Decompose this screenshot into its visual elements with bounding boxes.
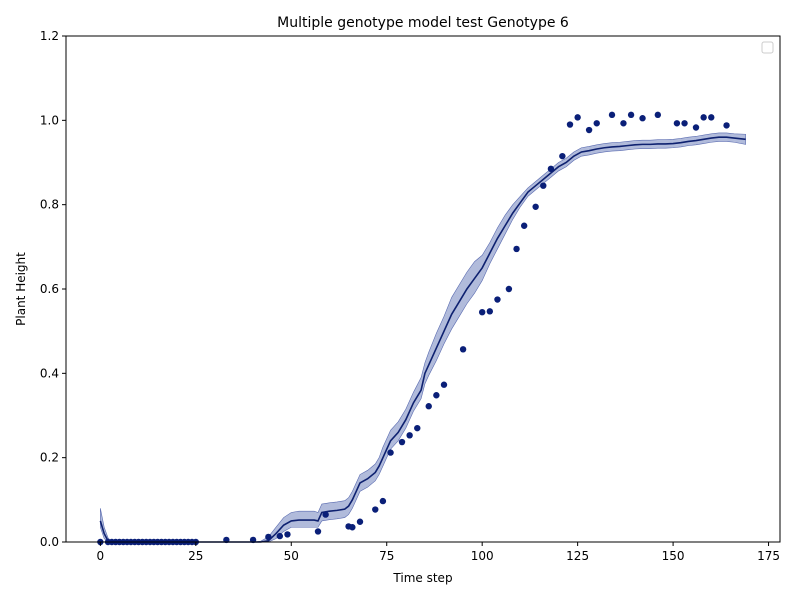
data-point	[387, 449, 394, 456]
x-tick-label: 75	[379, 549, 394, 563]
x-tick-label: 175	[757, 549, 780, 563]
data-point	[620, 120, 627, 127]
data-point	[673, 120, 681, 127]
data-point	[440, 381, 448, 388]
x-tick-label: 150	[662, 549, 685, 563]
legend-box	[761, 41, 774, 54]
data-point	[265, 533, 272, 541]
data-point	[249, 536, 257, 544]
data-point	[708, 114, 715, 121]
data-point	[372, 506, 379, 513]
data-point	[478, 308, 486, 316]
confidence-band	[100, 132, 746, 543]
chart-title: Multiple genotype model test Genotype 6	[277, 15, 569, 31]
x-tick-label: 50	[284, 549, 299, 563]
data-point	[433, 392, 440, 399]
data-point	[566, 121, 574, 128]
y-tick-label: 0.0	[40, 535, 59, 549]
data-point	[379, 497, 387, 505]
y-tick-label: 0.8	[40, 198, 59, 212]
data-point	[520, 222, 528, 229]
data-point	[314, 528, 322, 535]
data-point	[559, 152, 566, 160]
data-point	[425, 403, 432, 410]
data-point	[406, 432, 413, 439]
data-point	[574, 114, 581, 121]
data-point	[486, 308, 494, 315]
data-point	[356, 518, 364, 525]
data-point	[723, 122, 730, 129]
data-point	[540, 182, 547, 189]
data-point	[459, 346, 467, 353]
y-tick-label: 1.2	[40, 29, 59, 43]
data-point	[692, 124, 700, 131]
data-point	[494, 296, 501, 303]
data-point	[639, 115, 646, 122]
data-point	[585, 126, 593, 134]
data-point	[284, 531, 291, 538]
scatter-points	[97, 111, 730, 546]
data-point	[681, 120, 688, 127]
x-tick-label: 25	[188, 549, 203, 563]
data-point	[593, 120, 600, 127]
x-tick-label: 100	[471, 549, 494, 563]
y-axis-label: Plant Height	[14, 252, 28, 326]
y-tick-label: 0.6	[40, 282, 59, 296]
data-point	[223, 536, 230, 544]
data-point	[513, 245, 520, 253]
y-axis: 0.0 0.2 0.4 0.6 0.8 1.0 1.2	[40, 29, 66, 549]
y-tick-label: 0.2	[40, 451, 59, 465]
x-tick-label: 125	[566, 549, 589, 563]
y-tick-label: 0.4	[40, 366, 59, 380]
data-point	[398, 438, 406, 446]
data-point	[700, 114, 707, 121]
x-axis-label: Time step	[392, 571, 452, 585]
data-point	[627, 111, 635, 119]
y-tick-label: 1.0	[40, 113, 59, 127]
data-point	[608, 111, 616, 119]
data-point	[654, 111, 662, 119]
series-line	[99, 136, 746, 543]
data-point	[505, 285, 513, 293]
x-axis: 0 25 50 75 100 125 150 175	[97, 542, 780, 563]
x-tick-label: 0	[97, 549, 105, 563]
data-point	[414, 424, 421, 432]
data-point	[349, 524, 356, 531]
data-point	[547, 165, 555, 173]
plot-frame	[65, 35, 781, 543]
data-point	[276, 532, 284, 540]
data-point	[532, 203, 539, 210]
data-point	[322, 511, 329, 518]
